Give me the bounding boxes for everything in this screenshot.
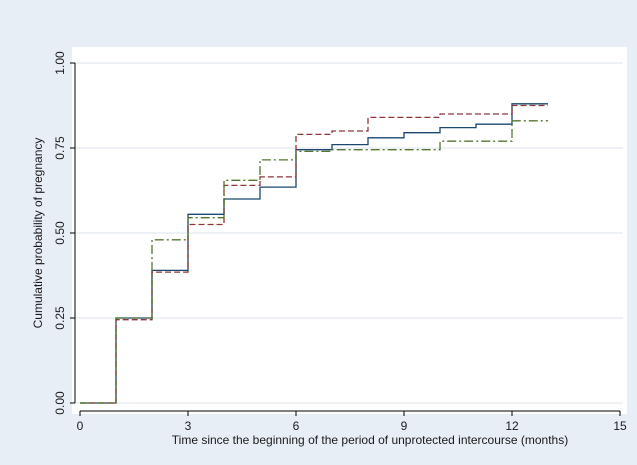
x-tick-label: 0 — [77, 419, 84, 433]
x-tick-label: 3 — [185, 419, 192, 433]
y-tick-label: 0.75 — [53, 136, 67, 160]
y-tick-label: 0.00 — [53, 391, 67, 415]
axes: 0.00 0.25 0.50 0.75 1.00 0 3 6 9 12 15 — [53, 51, 627, 433]
y-tick-label: 0.50 — [53, 221, 67, 245]
plot-area — [72, 47, 627, 414]
series-step-line — [80, 120, 548, 404]
series-layer — [80, 103, 548, 404]
series-step-line — [80, 103, 548, 404]
x-tick-label: 15 — [613, 419, 627, 433]
y-tick-label: 1.00 — [53, 51, 67, 75]
x-tick-label: 12 — [505, 419, 519, 433]
x-tick-label: 9 — [401, 419, 408, 433]
x-tick-label: 6 — [293, 419, 300, 433]
gridlines — [74, 62, 623, 404]
x-axis-title: Time since the beginning of the period o… — [172, 433, 568, 447]
y-tick-label: 0.25 — [53, 306, 67, 330]
y-axis-title: Cumulative probability of pregnancy — [31, 138, 45, 329]
